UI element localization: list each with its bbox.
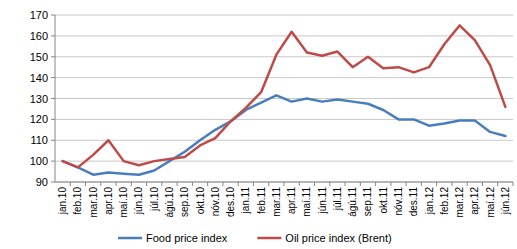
x-tick-label: maí.12 (485, 187, 496, 218)
x-tick (207, 182, 208, 186)
x-tick (329, 182, 330, 186)
x-tick (238, 182, 239, 186)
y-tick-label: 100 (30, 155, 48, 167)
x-tick-label: nóv.11 (393, 187, 404, 216)
x-tick-label: feb.10 (72, 187, 83, 215)
y-tick-label: 130 (30, 93, 48, 105)
x-tick (467, 182, 468, 186)
y-tick-label: 150 (30, 51, 48, 63)
legend-swatch (257, 237, 281, 240)
x-tick (85, 182, 86, 186)
y-tick-label: 90 (36, 176, 48, 188)
x-tick (406, 182, 407, 186)
grid-line (55, 119, 513, 120)
x-tick (100, 182, 101, 186)
x-tick-label: okt.11 (378, 187, 389, 214)
x-tick (284, 182, 285, 186)
x-tick (268, 182, 269, 186)
y-tick (51, 77, 55, 78)
x-tick (421, 182, 422, 186)
x-tick-label: júl.10 (149, 187, 160, 212)
x-tick-label: júl.11 (332, 187, 343, 212)
x-tick (253, 182, 254, 186)
x-tick-label: feb.11 (256, 187, 267, 214)
plot-area (63, 25, 506, 174)
x-tick (131, 182, 132, 186)
x-tick (497, 182, 498, 186)
x-tick-label: ágú.11 (347, 187, 358, 217)
legend: Food price index Oil price index (Brent) (118, 232, 392, 244)
grid-line (55, 35, 513, 36)
x-tick-label: apr.11 (286, 187, 297, 214)
x-tick (436, 182, 437, 186)
legend-swatch (118, 237, 142, 240)
x-tick-label: sep.10 (179, 187, 190, 217)
x-tick-label: des.11 (408, 187, 419, 217)
y-tick-label: 110 (30, 134, 48, 146)
x-tick-label: feb.12 (439, 187, 450, 215)
x-tick-label: jan.10 (57, 187, 68, 216)
x-tick (513, 182, 514, 186)
x-tick (451, 182, 452, 186)
x-tick-label: sep.11 (362, 187, 373, 217)
x-tick-label: ágú.10 (164, 187, 175, 218)
x-tick (222, 182, 223, 186)
grid-line (55, 77, 513, 78)
x-tick-label: jún.11 (317, 187, 328, 215)
x-tick-label: maí.10 (118, 187, 129, 218)
x-tick (482, 182, 483, 186)
grid-line (55, 56, 513, 57)
x-tick (161, 182, 162, 186)
y-tick-label: 140 (30, 72, 48, 84)
y-tick-label: 120 (30, 113, 48, 125)
x-tick-label: apr.12 (469, 187, 480, 215)
y-tick (51, 161, 55, 162)
x-tick (314, 182, 315, 186)
x-tick-label: jún.10 (133, 187, 144, 216)
x-tick-label: jún.12 (500, 187, 511, 216)
y-tick (51, 182, 55, 183)
x-tick (390, 182, 391, 186)
x-tick (345, 182, 346, 186)
y-axis (55, 15, 56, 182)
x-tick-label: nóv.10 (210, 187, 221, 217)
x-tick (146, 182, 147, 186)
y-tick-label: 160 (30, 30, 48, 42)
y-tick (51, 119, 55, 120)
y-tick (51, 35, 55, 36)
grid-line (55, 140, 513, 141)
y-tick (51, 98, 55, 99)
x-tick (360, 182, 361, 186)
chart: 90 100 110 120 130 140 150 160 170 jan.10 feb.10 ma… (0, 0, 517, 249)
x-tick-label: des.10 (225, 187, 236, 217)
x-tick (375, 182, 376, 186)
x-tick-label: okt.10 (195, 187, 206, 215)
x-tick-label: apr.10 (103, 187, 114, 215)
y-tick (51, 140, 55, 141)
x-tick-label: jan.11 (240, 187, 251, 215)
legend-label: Food price index (146, 232, 228, 244)
x-tick-label: mar.12 (454, 187, 465, 218)
y-tick (51, 15, 55, 16)
x-tick-label: maí.11 (301, 187, 312, 217)
x-tick (116, 182, 117, 186)
x-tick (299, 182, 300, 186)
y-tick (51, 56, 55, 57)
y-tick-label: 170 (30, 9, 48, 21)
x-tick-label: jan.12 (424, 187, 435, 216)
x-tick-label: mar.10 (88, 187, 99, 218)
grid-line (55, 15, 513, 16)
x-tick-label: mar.11 (271, 187, 282, 217)
legend-label: Oil price index (Brent) (285, 232, 391, 244)
x-tick (192, 182, 193, 186)
x-tick (177, 182, 178, 186)
x-tick (70, 182, 71, 186)
series-line (63, 25, 506, 167)
